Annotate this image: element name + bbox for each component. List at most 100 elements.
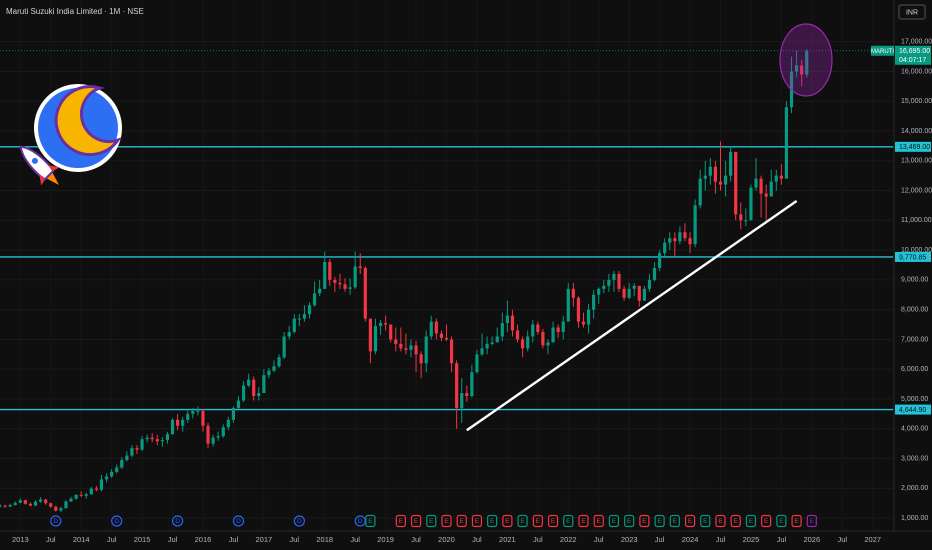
candle-body: [272, 366, 276, 371]
candle-body: [287, 331, 291, 337]
candle-body: [318, 288, 322, 294]
y-tick-label: 1,000.00: [901, 515, 928, 522]
event-marker: [410, 514, 422, 528]
event-marker: [776, 514, 787, 528]
candle-body: [135, 448, 139, 450]
candle-body: [170, 419, 175, 435]
y-tick-label: 12,000.00: [901, 187, 932, 194]
event-marker: [715, 514, 726, 528]
candle-body: [658, 253, 662, 268]
candle-body: [592, 294, 596, 310]
candle-body: [637, 285, 641, 301]
candle-body: [500, 323, 504, 337]
price-line-tag: [895, 141, 931, 152]
candle-body: [764, 193, 768, 197]
price-line-label: 9,770.85: [899, 254, 926, 261]
event-marker: [50, 515, 62, 527]
candle-body: [698, 178, 702, 206]
candle-body: [800, 65, 804, 75]
event-label: E: [779, 518, 784, 525]
event-marker: [502, 514, 513, 528]
x-tick-label: Jul: [411, 535, 421, 544]
candle-body: [8, 504, 12, 507]
event-marker: [232, 515, 245, 527]
candle-body: [241, 385, 246, 401]
price-line-label: 13,469.00: [899, 144, 930, 151]
event-label: E: [627, 518, 632, 525]
candle-body: [404, 348, 408, 350]
candle-body: [23, 500, 27, 504]
x-tick-label: Jul: [472, 535, 482, 544]
event-marker: [654, 514, 665, 528]
event-label: E: [810, 518, 815, 525]
candle-body: [191, 410, 195, 414]
y-tick-label: 17,000.00: [901, 39, 932, 46]
event-label: E: [444, 518, 449, 525]
candle-body: [647, 279, 652, 289]
event-label: E: [673, 518, 678, 525]
candle-body: [495, 336, 499, 343]
event-label: D: [175, 518, 180, 525]
chart-title: Maruti Suzuki India Limited · 1M · NSE: [6, 7, 144, 16]
event-label: E: [718, 518, 723, 525]
candle-body: [79, 494, 83, 496]
x-tick-label: 2022: [560, 535, 577, 544]
x-tick-label: 2016: [195, 535, 212, 544]
candle-body: [333, 279, 337, 283]
candle-body: [307, 305, 312, 315]
y-tick-label: 4,000.00: [901, 426, 928, 433]
candle-body: [160, 440, 164, 442]
x-tick-label: Jul: [716, 535, 726, 544]
event-marker: [593, 514, 604, 528]
symbol-tag: [871, 45, 894, 56]
x-tick-label: 2013: [12, 535, 29, 544]
candle-body: [713, 166, 718, 182]
candle-body: [89, 488, 93, 495]
candle-body: [348, 287, 352, 289]
y-tick-label: 3,000.00: [901, 455, 928, 462]
rocket-flame: [46, 172, 59, 185]
candle-body: [460, 393, 464, 408]
candle-body: [617, 273, 621, 289]
event-marker: [111, 515, 123, 527]
candle-body: [181, 419, 185, 426]
candle-body: [673, 238, 677, 242]
candle-body: [338, 282, 342, 285]
candle-body: [602, 285, 606, 289]
event-label: E: [749, 518, 754, 525]
candle-body: [774, 175, 778, 182]
event-marker: [441, 514, 452, 528]
event-marker: [806, 514, 817, 528]
candle-body: [693, 205, 697, 245]
candle-body: [18, 500, 22, 503]
event-marker: [745, 514, 757, 528]
logo-rocket: [19, 145, 60, 186]
candle-body: [597, 288, 601, 295]
x-tick-label: Jul: [655, 535, 665, 544]
candle-body: [439, 333, 444, 338]
candle-body: [373, 326, 378, 352]
x-tick-label: 2021: [499, 535, 516, 544]
candle-body: [363, 267, 367, 319]
candle-body: [734, 151, 738, 215]
candle-body: [13, 502, 17, 505]
price-line-tag: [895, 251, 931, 262]
candle-body: [267, 370, 271, 376]
candle-body: [729, 151, 733, 176]
candle-body: [718, 181, 723, 185]
candle-body: [384, 323, 388, 325]
candle-body: [64, 501, 68, 509]
candle-body: [328, 262, 332, 280]
candle-body: [368, 318, 372, 352]
event-marker: [517, 514, 528, 528]
candle-body: [44, 499, 48, 504]
candle-body: [59, 508, 63, 511]
candle-body: [663, 242, 667, 254]
event-marker: [608, 514, 620, 528]
candle-body: [84, 494, 88, 496]
x-tick-label: Jul: [229, 535, 239, 544]
candle-body: [99, 479, 104, 490]
candle-body: [312, 293, 317, 306]
candle-body: [546, 342, 550, 346]
